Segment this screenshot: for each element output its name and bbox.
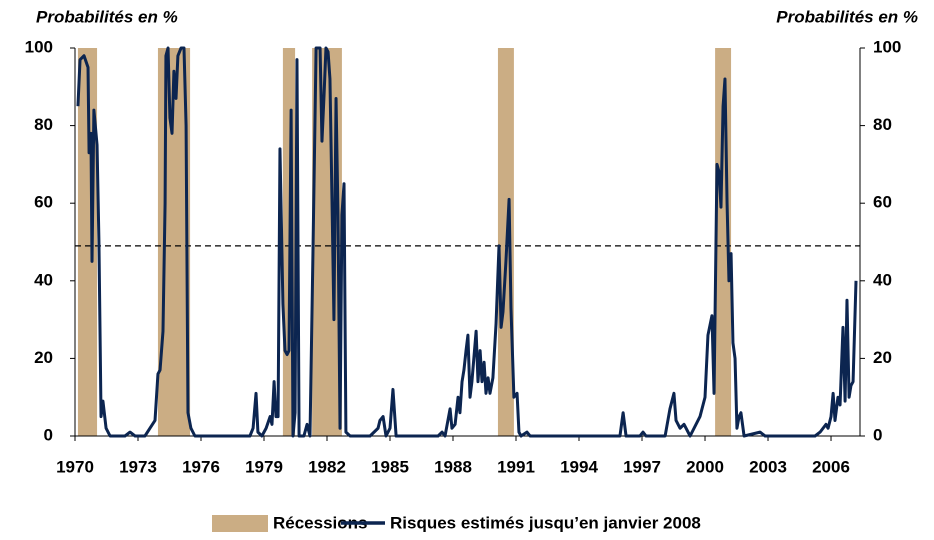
legend-swatch	[212, 515, 268, 532]
x-tick-label: 1982	[308, 457, 346, 476]
y-tick-label: 20	[34, 348, 53, 367]
y-tick-label: 60	[34, 193, 53, 212]
y2-tick-label: 40	[873, 270, 892, 289]
y-tick-label: 40	[34, 270, 53, 289]
y-axis-title: Probabilités en %	[36, 7, 178, 26]
y2-tick-label: 0	[873, 425, 882, 444]
x-tick-label: 1985	[371, 457, 409, 476]
y2-tick-label: 80	[873, 115, 892, 134]
y2-tick-label: 60	[873, 193, 892, 212]
y2-tick-label: 20	[873, 348, 892, 367]
y2-axis-title: Probabilités en %	[776, 7, 918, 26]
y2-tick-label: 100	[873, 37, 901, 56]
y-tick-label: 80	[34, 115, 53, 134]
x-tick-label: 2003	[749, 457, 787, 476]
x-tick-label: 1997	[623, 457, 661, 476]
x-tick-label: 1976	[182, 457, 220, 476]
legend-label: Récessions	[273, 513, 368, 532]
x-tick-label: 1994	[560, 457, 598, 476]
legend-label: Risques estimés jusqu’en janvier 2008	[390, 513, 701, 532]
y-tick-label: 0	[44, 425, 53, 444]
x-tick-label: 1973	[119, 457, 157, 476]
x-tick-label: 1979	[245, 457, 283, 476]
x-tick-label: 2000	[686, 457, 724, 476]
x-tick-label: 1970	[56, 457, 94, 476]
x-tick-label: 1988	[434, 457, 472, 476]
x-tick-label: 2006	[812, 457, 850, 476]
y-tick-label: 100	[25, 37, 53, 56]
risk-line	[76, 46, 858, 438]
x-tick-label: 1991	[497, 457, 535, 476]
